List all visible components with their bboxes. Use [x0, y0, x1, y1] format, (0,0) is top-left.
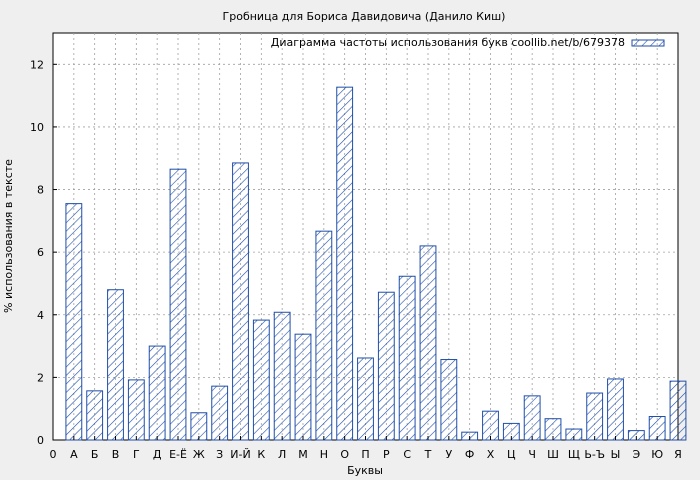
y-tick-label: 12: [30, 58, 44, 71]
x-tick-label: Ь-Ъ: [584, 448, 605, 461]
bar-П: [357, 357, 374, 441]
x-tick-label: А: [70, 448, 78, 461]
bar-Ж: [190, 412, 208, 441]
bar-В: [107, 289, 124, 441]
bar-Б: [86, 390, 104, 441]
bar-Л: [273, 311, 291, 441]
bar-М: [294, 333, 312, 441]
bar-Д: [148, 345, 166, 441]
y-tick-label: 10: [30, 121, 44, 134]
x-tick-label: О: [340, 448, 349, 461]
x-tick-label: В: [112, 448, 120, 461]
x-tick-label: Л: [278, 448, 286, 461]
legend-swatch: [631, 39, 665, 47]
bar-К: [252, 319, 270, 441]
x-tick-label: Е-Ё: [169, 448, 187, 461]
bar-И-Й: [232, 162, 249, 441]
x-tick-label: Щ: [568, 448, 580, 461]
bar-Ы: [607, 378, 624, 441]
bar-series: [65, 86, 687, 441]
x-tick-label: Ю: [651, 448, 663, 461]
x-tick-label: Ч: [528, 448, 536, 461]
x-tick-label: С: [403, 448, 411, 461]
bar-Р: [377, 291, 395, 441]
bar-Х: [482, 410, 499, 441]
x-tick-label: Б: [91, 448, 99, 461]
x-tick-label: К: [257, 448, 265, 461]
bar-С: [398, 275, 416, 441]
x-tick-label: Г: [133, 448, 140, 461]
x-tick-label: Ц: [507, 448, 516, 461]
grid-lines: [53, 33, 678, 440]
legend-label: Диаграмма частоты использования букв coo…: [271, 36, 625, 49]
x-tick-label: Х: [487, 448, 495, 461]
x-axis-label: Буквы: [347, 464, 383, 477]
x-tick-label: П: [361, 448, 369, 461]
y-tick-label: 8: [37, 184, 44, 197]
x-tick-label: И-Й: [230, 448, 250, 461]
bar-Н: [315, 230, 333, 441]
x-tick-label: Я: [674, 448, 682, 461]
legend: Диаграмма частоты использования букв coo…: [271, 36, 665, 49]
x-tick-label: Э: [632, 448, 640, 461]
x-tick-label: З: [216, 448, 223, 461]
y-tick-label: 6: [37, 246, 44, 259]
x-tick-label: Т: [424, 448, 432, 461]
y-axis-ticks: 0 2 4 6 8 10 12: [30, 58, 57, 447]
x-tick-label: Д: [153, 448, 162, 461]
bar-Г: [127, 379, 145, 441]
y-tick-label: 2: [37, 371, 44, 384]
bar-З: [211, 385, 229, 441]
x-tick-label: М: [298, 448, 308, 461]
bar-Ь-Ъ: [586, 392, 604, 441]
y-tick-label: 0: [37, 434, 44, 447]
bar-Е-Ё: [169, 168, 187, 441]
chart-title: Гробница для Бориса Давидовича (Данило К…: [223, 10, 506, 23]
x-tick-label: Н: [320, 448, 328, 461]
x-tick-label: Ж: [193, 448, 205, 461]
bar-А: [65, 203, 83, 441]
x-tick-label: Р: [383, 448, 390, 461]
x-tick-label: 0: [50, 448, 57, 461]
bar-Т: [419, 245, 437, 441]
x-tick-label: У: [445, 448, 452, 461]
bar-О: [336, 86, 354, 441]
y-axis-label: % использования в тексте: [2, 159, 15, 313]
x-tick-label: Ш: [547, 448, 559, 461]
x-axis-ticks: 0 А Б В Г Д Е-Ё Ж З И-Й К Л М Н О П Р С Т У Ф Х Ц Ч Ш Щ Ь-Ъ Ы Э Ю Я: [50, 436, 682, 461]
y-tick-label: 4: [37, 309, 44, 322]
bar-Ч: [523, 395, 541, 441]
bar-Я: [669, 380, 687, 441]
x-tick-label: Ы: [611, 448, 621, 461]
bar-У: [440, 359, 458, 441]
x-tick-label: Ф: [465, 448, 474, 461]
